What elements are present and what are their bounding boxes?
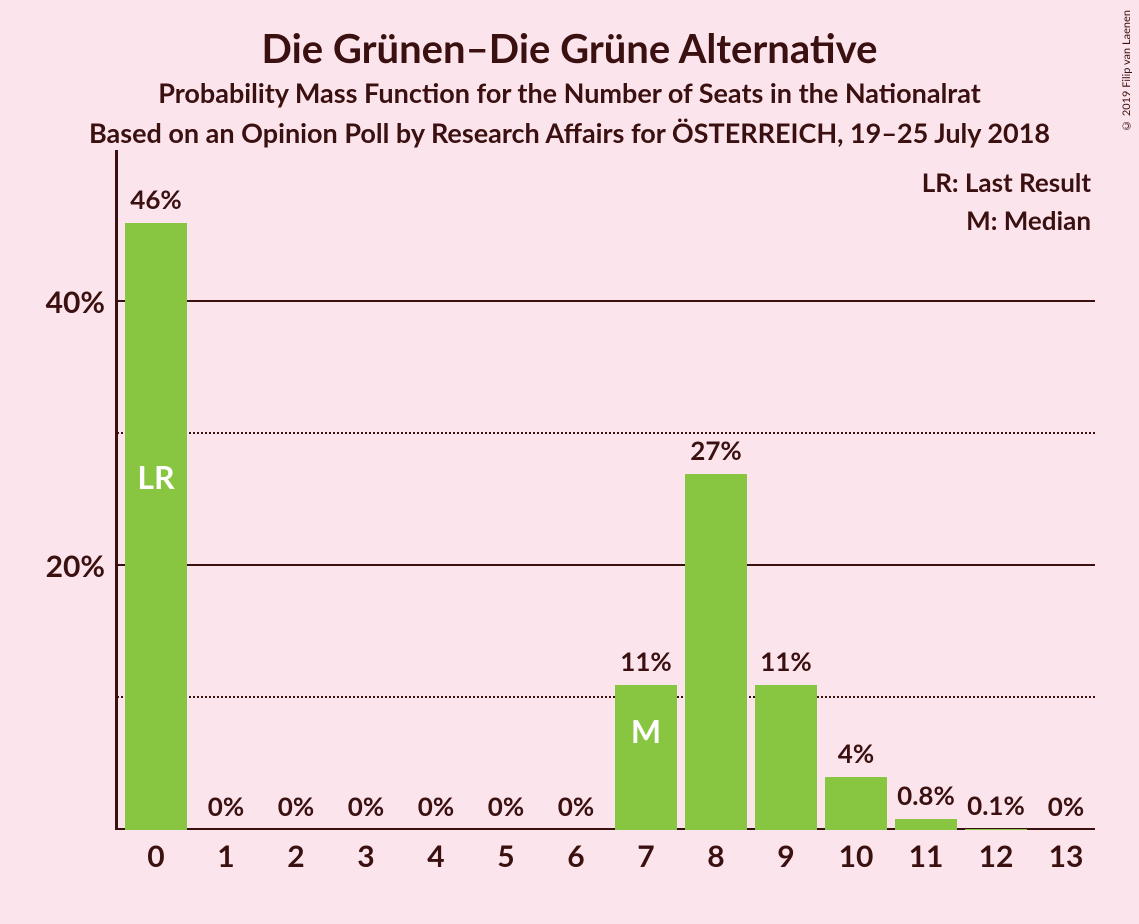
- copyright-text: © 2019 Filip van Laenen: [1120, 10, 1133, 132]
- x-tick-label: 7: [637, 838, 654, 874]
- bar: [895, 819, 957, 830]
- bar-value-label: 11%: [620, 645, 671, 677]
- y-tick-label: 40%: [46, 284, 105, 320]
- x-tick-label: 1: [217, 838, 234, 874]
- gridline-major: [117, 300, 1095, 302]
- x-tick-label: 13: [1049, 838, 1084, 874]
- bar: [615, 685, 677, 830]
- chart-subtitle-2: Based on an Opinion Poll by Research Aff…: [0, 116, 1139, 149]
- bar-annotation: M: [631, 711, 661, 750]
- gridline-minor: [117, 432, 1095, 434]
- bar-value-label: 0%: [1048, 790, 1084, 822]
- bar-value-label: 0.8%: [897, 779, 955, 811]
- x-tick-label: 3: [357, 838, 374, 874]
- bar-value-label: 0%: [558, 790, 594, 822]
- chart-container: Die Grünen–Die Grüne Alternative Probabi…: [0, 0, 1139, 924]
- x-tick-label: 4: [427, 838, 444, 874]
- x-tick-label: 2: [287, 838, 304, 874]
- bar-annotation: LR: [137, 457, 174, 496]
- y-tick-label: 20%: [46, 548, 105, 584]
- bar-value-label: 46%: [130, 183, 181, 215]
- gridline-major: [117, 564, 1095, 566]
- bar-value-label: 0%: [278, 790, 314, 822]
- x-tick-label: 5: [497, 838, 514, 874]
- chart-subtitle-1: Probability Mass Function for the Number…: [0, 76, 1139, 109]
- x-tick-label: 10: [839, 838, 874, 874]
- bar: [685, 474, 747, 830]
- bar-value-label: 0.1%: [967, 789, 1025, 821]
- x-tick-label: 8: [707, 838, 724, 874]
- bar-value-label: 27%: [690, 434, 741, 466]
- x-tick-label: 11: [909, 838, 944, 874]
- bar: [125, 223, 187, 830]
- plot-area: 46% LR 0% 0% 0% 0% 0% 0% 11% M 27% 11% 4% 0.8% 0.1% 0%: [115, 170, 1095, 830]
- bar-value-label: 0%: [418, 790, 454, 822]
- x-tick-label: 9: [777, 838, 794, 874]
- y-axis: [115, 150, 118, 830]
- bar-value-label: 0%: [208, 790, 244, 822]
- bar-value-label: 11%: [760, 645, 811, 677]
- bar: [965, 829, 1027, 830]
- bar-value-label: 4%: [838, 737, 874, 769]
- x-tick-label: 6: [567, 838, 584, 874]
- chart-title: Die Grünen–Die Grüne Alternative: [0, 24, 1139, 72]
- x-tick-label: 12: [979, 838, 1014, 874]
- x-tick-label: 0: [147, 838, 164, 874]
- bar: [825, 777, 887, 830]
- gridline-minor: [117, 696, 1095, 698]
- bar-value-label: 0%: [348, 790, 384, 822]
- bar-value-label: 0%: [488, 790, 524, 822]
- bar: [755, 685, 817, 830]
